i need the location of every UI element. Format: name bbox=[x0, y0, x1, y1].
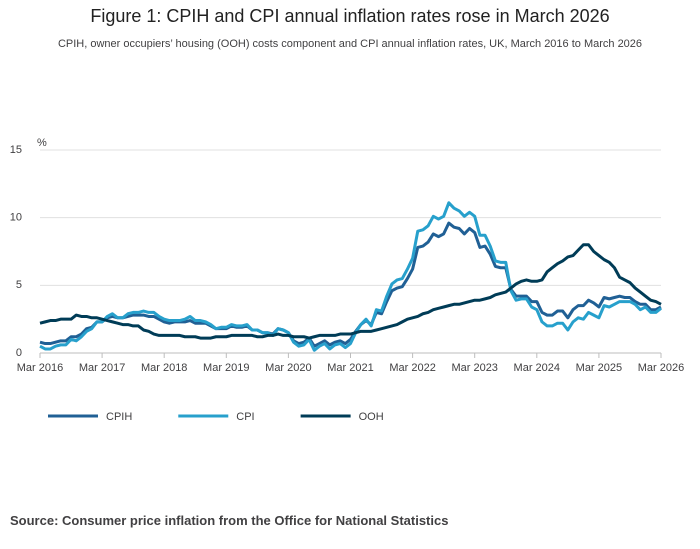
chart-subtitle: CPIH, owner occupiers’ housing (OOH) cos… bbox=[57, 38, 643, 50]
x-tick-label: Mar 2018 bbox=[141, 362, 187, 374]
y-tick-label: 0 bbox=[16, 347, 22, 359]
legend-label: CPIH bbox=[106, 411, 132, 423]
x-tick-label: Mar 2026 bbox=[638, 362, 684, 374]
data-line bbox=[39, 201, 662, 352]
x-tick-label: Mar 2016 bbox=[17, 362, 63, 374]
legend-label: OOH bbox=[359, 411, 384, 423]
y-axis-unit: % bbox=[37, 137, 47, 149]
data-line bbox=[39, 243, 662, 340]
source-note: Source: Consumer price inflation from th… bbox=[10, 513, 449, 528]
legend-label: CPI bbox=[236, 411, 254, 423]
x-tick-label: Mar 2019 bbox=[203, 362, 249, 374]
y-tick-label: 15 bbox=[10, 144, 22, 156]
data-line bbox=[39, 221, 662, 348]
x-tick-label: Mar 2017 bbox=[79, 362, 125, 374]
x-tick-label: Mar 2021 bbox=[327, 362, 373, 374]
x-tick-label: Mar 2023 bbox=[451, 362, 497, 374]
y-tick-label: 10 bbox=[10, 212, 22, 224]
x-tick-label: Mar 2020 bbox=[265, 362, 311, 374]
chart: % 0 5 10 15 Mar 2016 Mar 2017 Mar 2018 Mar 2019… bbox=[10, 137, 684, 423]
chart-title: Figure 1: CPIH and CPI annual inflation … bbox=[90, 6, 610, 26]
x-tick-label: Mar 2025 bbox=[576, 362, 622, 374]
x-tick-label: Mar 2022 bbox=[389, 362, 435, 374]
y-tick-label: 5 bbox=[16, 279, 22, 291]
x-tick-label: Mar 2024 bbox=[514, 362, 560, 374]
